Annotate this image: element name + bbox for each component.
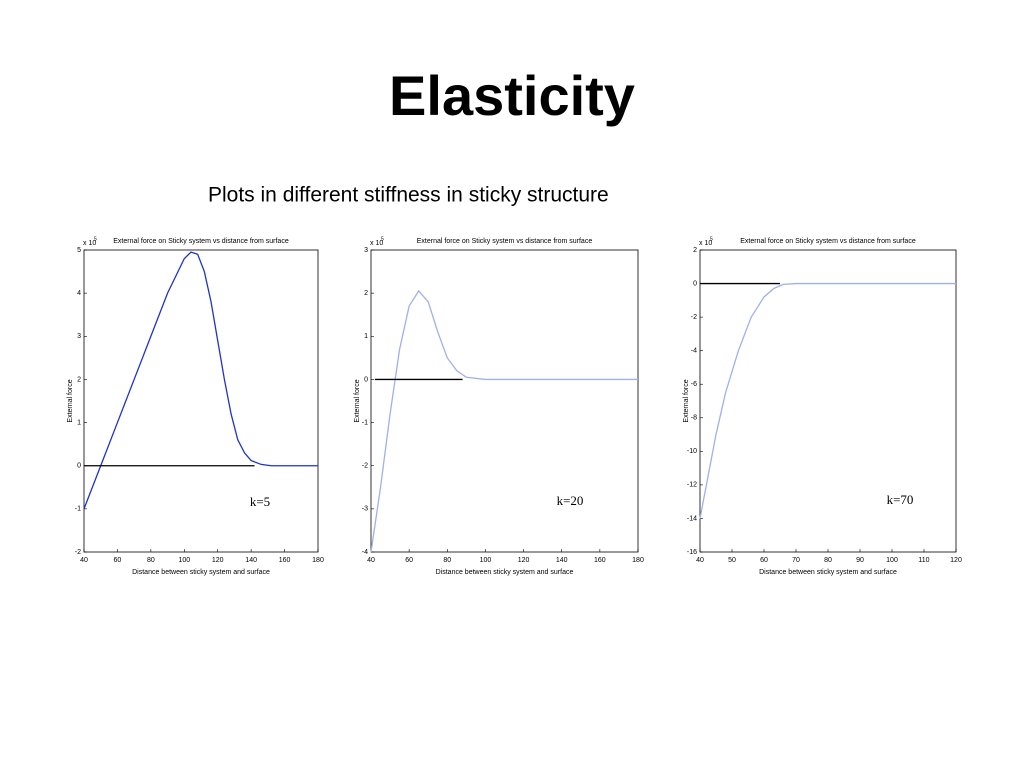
y-tick-label: 0 xyxy=(364,376,368,383)
y-axis-label: External force xyxy=(67,379,74,422)
x-tick-label: 140 xyxy=(556,557,568,564)
x-tick-label: 60 xyxy=(760,557,768,564)
y-tick-label: 5 xyxy=(77,247,81,254)
y-tick-label: -12 xyxy=(687,482,697,489)
data-line xyxy=(699,282,956,519)
y-tick-label: -4 xyxy=(362,549,368,556)
y-tick-label: -4 xyxy=(691,348,697,355)
chart-title: External force on Sticky system vs dista… xyxy=(417,238,593,245)
y-axis-label: External force xyxy=(683,379,690,422)
y-tick-label: 1 xyxy=(364,333,368,340)
x-tick-label: 100 xyxy=(178,557,190,564)
x-tick-label: 40 xyxy=(367,557,375,564)
x-tick-label: 80 xyxy=(824,557,832,564)
x-tick-label: 60 xyxy=(114,557,122,564)
y-tick-label: -3 xyxy=(362,506,368,513)
x-tick-label: 120 xyxy=(212,557,224,564)
y-tick-label: -16 xyxy=(687,549,697,556)
y-tick-label: 4 xyxy=(77,290,81,297)
y-tick-label: -10 xyxy=(687,448,697,455)
x-tick-label: 140 xyxy=(245,557,257,564)
x-tick-label: 110 xyxy=(918,557,929,564)
x-tick-label: 120 xyxy=(950,557,962,564)
y-tick-label: 2 xyxy=(77,376,81,383)
x-axis-label: Distance between sticky system and surfa… xyxy=(436,569,574,576)
x-tick-label: 160 xyxy=(594,557,606,564)
slide-subtitle: Plots in different stiffness in sticky s… xyxy=(208,184,609,207)
x-tick-label: 50 xyxy=(728,557,736,564)
multiplier: x 10 xyxy=(83,240,96,247)
x-tick-label: 70 xyxy=(792,557,800,564)
multiplier-exponent: 5 xyxy=(710,236,713,242)
chart-title: External force on Sticky system vs dista… xyxy=(740,238,916,245)
plot-frame xyxy=(83,249,319,553)
x-tick-label: 180 xyxy=(312,557,324,564)
x-tick-label: 120 xyxy=(518,557,530,564)
y-tick-label: -2 xyxy=(362,463,368,470)
y-tick-label: -6 xyxy=(691,381,697,388)
x-tick-label: 80 xyxy=(147,557,155,564)
x-tick-label: 40 xyxy=(80,557,88,564)
plot-frame xyxy=(699,249,957,553)
x-tick-label: 100 xyxy=(480,557,492,564)
y-tick-label: 3 xyxy=(77,333,81,340)
multiplier: x 10 xyxy=(370,240,383,247)
x-tick-label: 180 xyxy=(632,557,644,564)
multiplier-exponent: 5 xyxy=(94,236,97,242)
chart-title: External force on Sticky system vs dista… xyxy=(113,238,289,245)
multiplier: x 10 xyxy=(699,240,712,247)
y-tick-label: -1 xyxy=(362,419,368,426)
y-tick-label: 0 xyxy=(77,463,81,470)
x-tick-label: 90 xyxy=(856,557,864,564)
y-tick-label: 2 xyxy=(364,290,368,297)
slide-title: Elasticity xyxy=(389,64,635,127)
y-tick-label: -8 xyxy=(691,415,697,422)
annotation: k=20 xyxy=(557,493,584,508)
x-axis-label: Distance between sticky system and surfa… xyxy=(132,569,270,576)
annotation: k=70 xyxy=(887,492,914,507)
x-tick-label: 160 xyxy=(279,557,291,564)
annotation: k=5 xyxy=(250,494,270,509)
x-tick-label: 60 xyxy=(405,557,413,564)
plot-frame xyxy=(370,249,639,553)
x-tick-label: 80 xyxy=(443,557,451,564)
x-tick-label: 40 xyxy=(696,557,704,564)
y-tick-label: 3 xyxy=(364,247,368,254)
data-line xyxy=(83,251,318,510)
multiplier-exponent: 5 xyxy=(381,236,384,242)
y-tick-label: -1 xyxy=(75,506,81,513)
y-tick-label: -14 xyxy=(687,515,697,522)
y-tick-label: 0 xyxy=(693,280,697,287)
y-tick-label: 1 xyxy=(77,419,81,426)
y-tick-label: -2 xyxy=(691,314,697,321)
y-tick-label: -2 xyxy=(75,549,81,556)
x-tick-label: 100 xyxy=(886,557,898,564)
y-axis-label: External force xyxy=(354,379,361,422)
x-axis-label: Distance between sticky system and surfa… xyxy=(759,569,897,576)
data-line xyxy=(370,289,638,553)
y-tick-label: 2 xyxy=(693,247,697,254)
